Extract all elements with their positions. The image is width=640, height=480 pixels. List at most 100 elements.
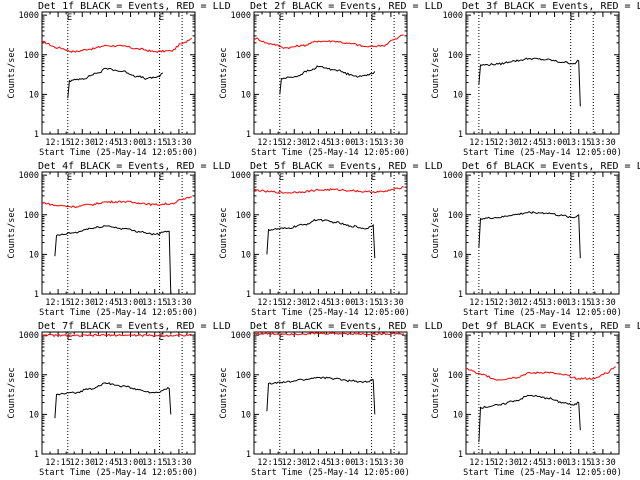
chart-panel: Det 4f BLACK = Events, RED = LLD 1 10 100 10…	[7, 161, 231, 318]
lld-series-line	[465, 366, 617, 381]
x-tick-label: 12:45	[94, 298, 120, 308]
x-tick-label: 13:00	[118, 458, 144, 468]
y-tick-label: 1000	[231, 331, 251, 341]
x-tick-label: 12:15	[45, 298, 71, 308]
lld-series-line	[253, 331, 405, 336]
lld-series-line	[41, 333, 193, 338]
time-marker-label: E	[279, 13, 284, 23]
chart-panel: Det 9f BLACK = Events, RED = LLD 1 10 100 10…	[431, 321, 640, 478]
chart-title: Det 5f BLACK = Events, RED = LLD	[250, 161, 443, 172]
y-axis-label: Counts/sec	[431, 47, 441, 98]
x-tick-label: 13:30	[378, 458, 404, 468]
y-tick-label: 1	[246, 450, 251, 460]
chart-panel: Det 3f BLACK = Events, RED = LLD 1 10 100 10…	[431, 1, 640, 158]
x-tick-label: 13:15	[142, 138, 168, 148]
x-tick-label: 13:15	[566, 298, 592, 308]
y-tick-label: 1000	[19, 331, 39, 341]
x-tick-label: 13:00	[542, 298, 568, 308]
x-axis-label: Start Time (25-May-14 12:05:00)	[251, 148, 410, 158]
y-axis-label: Counts/sec	[431, 367, 441, 418]
y-axis-label: Counts/sec	[431, 207, 441, 258]
chart-panel: Det 1f BLACK = Events, RED = LLD 1 10 100 10…	[7, 1, 231, 158]
events-series-line	[478, 394, 581, 443]
x-tick-label: 13:15	[142, 458, 168, 468]
time-marker-label: E	[371, 333, 376, 343]
y-axis-label: Counts/sec	[219, 207, 229, 258]
x-tick-label: 13:30	[590, 298, 616, 308]
x-axis-label: Start Time (25-May-14 12:05:00)	[463, 308, 622, 318]
y-tick-label: 100	[448, 211, 463, 221]
events-series-line	[67, 67, 164, 99]
chart-title: Det 1f BLACK = Events, RED = LLD	[38, 1, 231, 12]
chart-panel: Det 2f BLACK = Events, RED = LLD 1 10 100 10…	[219, 1, 443, 158]
x-tick-label: 12:45	[94, 458, 120, 468]
y-tick-label: 10	[241, 90, 251, 100]
y-tick-label: 1	[34, 450, 39, 460]
y-tick-label: 1	[458, 130, 463, 140]
x-tick-label: 12:30	[493, 458, 519, 468]
y-tick-label: 10	[453, 410, 463, 420]
events-series-line	[478, 211, 581, 259]
x-tick-label: 12:30	[493, 138, 519, 148]
time-marker-label: E	[570, 333, 575, 343]
y-tick-label: 1	[34, 130, 39, 140]
y-axis-label: Counts/sec	[7, 207, 17, 258]
time-marker-label: E	[67, 333, 72, 343]
x-axis-label: Start Time (25-May-14 12:05:00)	[463, 148, 622, 158]
y-tick-label: 1	[34, 290, 39, 300]
time-marker-label: E	[570, 173, 575, 183]
events-series-line	[54, 225, 172, 295]
x-tick-label: 12:30	[69, 298, 95, 308]
plot-frame	[253, 11, 408, 135]
x-tick-label: 12:30	[493, 298, 519, 308]
chart-title: Det 2f BLACK = Events, RED = LLD	[250, 1, 443, 12]
x-tick-label: 12:15	[45, 458, 71, 468]
x-tick-label: 13:30	[378, 138, 404, 148]
x-tick-label: 12:15	[257, 458, 283, 468]
y-tick-label: 100	[236, 51, 251, 61]
events-series-line	[266, 218, 376, 259]
y-axis-label: Counts/sec	[7, 367, 17, 418]
lld-series-line	[41, 196, 192, 209]
x-tick-label: 12:30	[69, 458, 95, 468]
plot-frame	[41, 331, 196, 455]
x-tick-label: 12:15	[469, 298, 495, 308]
y-tick-label: 1	[458, 450, 463, 460]
time-marker-label: E	[279, 333, 284, 343]
plot-frame	[253, 331, 408, 455]
x-tick-label: 12:45	[518, 138, 544, 148]
y-tick-label: 1	[246, 130, 251, 140]
events-series-line	[478, 57, 581, 107]
x-tick-label: 13:00	[330, 458, 356, 468]
time-marker-label: E	[67, 173, 72, 183]
y-axis-label: Counts/sec	[7, 47, 17, 98]
y-tick-label: 10	[241, 410, 251, 420]
y-tick-label: 1000	[231, 11, 251, 21]
x-tick-label: 13:00	[118, 138, 144, 148]
x-tick-label: 13:30	[590, 138, 616, 148]
x-tick-label: 13:00	[330, 298, 356, 308]
time-marker-label: E	[67, 13, 72, 23]
x-tick-label: 12:30	[281, 138, 307, 148]
plot-frame	[465, 11, 620, 135]
lld-series-line	[253, 186, 404, 194]
chart-title: Det 7f BLACK = Events, RED = LLD	[38, 321, 231, 332]
chart-panel: Det 5f BLACK = Events, RED = LLD 1 10 100 10…	[219, 161, 443, 318]
y-tick-label: 10	[29, 250, 39, 260]
y-tick-label: 1	[458, 290, 463, 300]
time-marker-label: E	[371, 13, 376, 23]
x-tick-label: 12:45	[94, 138, 120, 148]
x-tick-label: 13:00	[330, 138, 356, 148]
lld-series-line	[253, 34, 404, 50]
x-tick-label: 12:15	[469, 138, 495, 148]
y-tick-label: 1000	[443, 11, 463, 21]
x-tick-label: 13:15	[142, 298, 168, 308]
x-tick-label: 13:15	[566, 138, 592, 148]
plot-frame	[465, 171, 620, 295]
x-tick-label: 12:15	[257, 298, 283, 308]
y-axis-label: Counts/sec	[219, 367, 229, 418]
x-tick-label: 13:00	[542, 458, 568, 468]
time-marker-label: E	[159, 173, 164, 183]
x-tick-label: 12:45	[518, 458, 544, 468]
